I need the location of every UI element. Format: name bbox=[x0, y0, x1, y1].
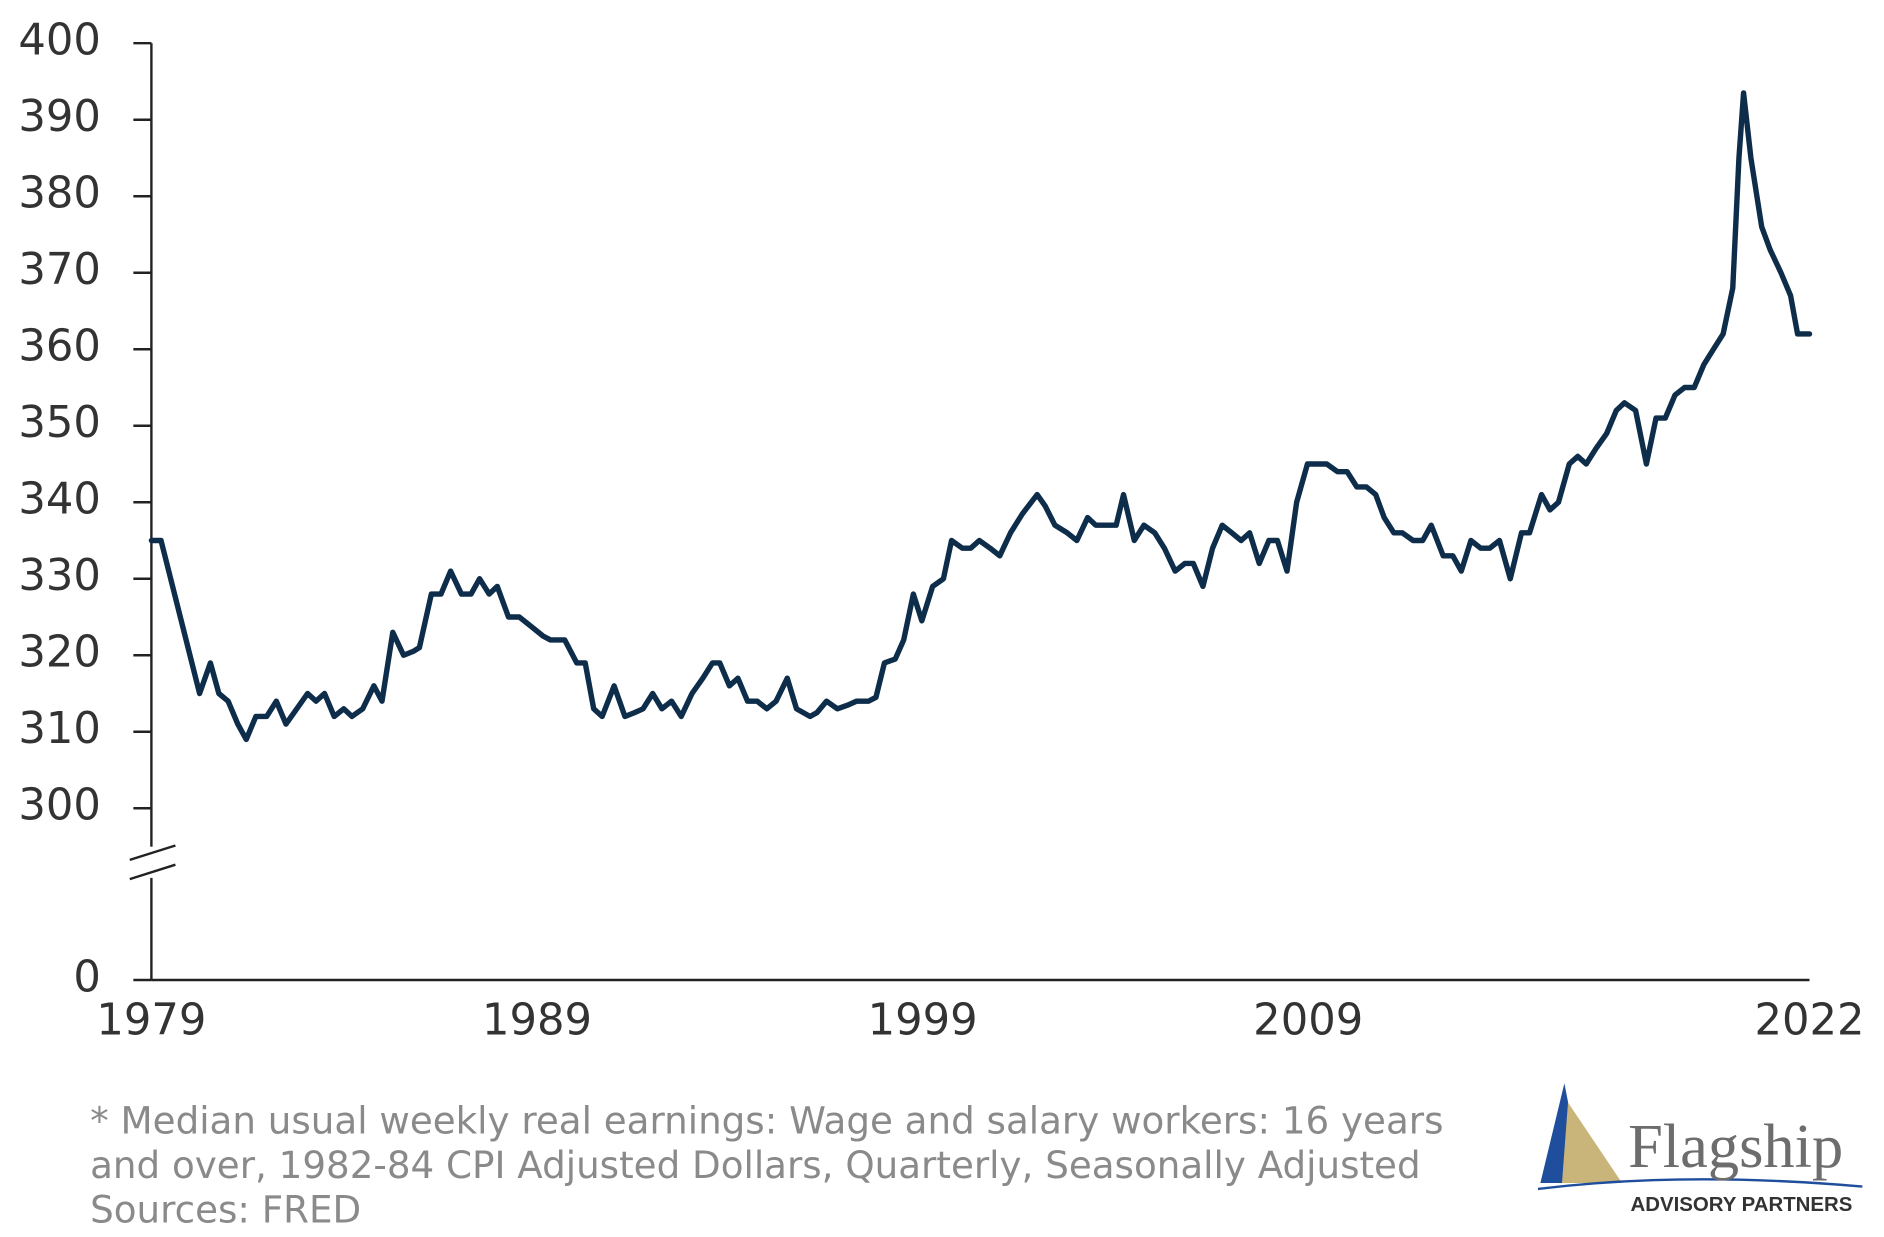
x-tick-label: 1979 bbox=[96, 996, 206, 1046]
x-tick-label: 2009 bbox=[1253, 996, 1363, 1046]
y-tick-label: 360 bbox=[18, 322, 101, 372]
footnote: Sources: FRED bbox=[90, 1188, 361, 1232]
logo: Flagship ADVISORY PARTNERS bbox=[1537, 1083, 1863, 1216]
logo-sail-gold bbox=[1561, 1102, 1623, 1183]
y-tick-label: 340 bbox=[18, 475, 101, 525]
data-line bbox=[148, 90, 1813, 743]
y-tick-label: 310 bbox=[18, 704, 101, 754]
x-tick-label: 1999 bbox=[868, 996, 978, 1046]
y-tick-label: 370 bbox=[18, 245, 101, 295]
y-tick-label: 380 bbox=[18, 169, 101, 219]
x-tick-label: 1989 bbox=[482, 996, 592, 1046]
y-tick-label: 390 bbox=[18, 92, 101, 142]
logo-wave bbox=[1537, 1178, 1863, 1191]
footnote: * Median usual weekly real earnings: Wag… bbox=[90, 1099, 1443, 1143]
axis-break-gap bbox=[134, 846, 171, 878]
y-tick-label: 400 bbox=[18, 16, 101, 66]
y-tick-label: 330 bbox=[18, 551, 101, 601]
y-tick-label: 0 bbox=[73, 952, 101, 1002]
y-tick-label: 300 bbox=[18, 781, 101, 831]
x-tick-label: 2022 bbox=[1754, 996, 1864, 1046]
y-tick-label: 320 bbox=[18, 628, 101, 678]
axis-break-mark bbox=[129, 863, 176, 881]
logo-name: Flagship bbox=[1628, 1111, 1843, 1181]
footnote: and over, 1982-84 CPI Adjusted Dollars, … bbox=[90, 1143, 1420, 1187]
logo-subtitle: ADVISORY PARTNERS bbox=[1630, 1194, 1852, 1216]
y-tick-label: 350 bbox=[18, 398, 101, 448]
axis-break-mark bbox=[129, 844, 176, 862]
